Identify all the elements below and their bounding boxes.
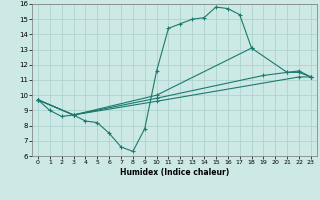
X-axis label: Humidex (Indice chaleur): Humidex (Indice chaleur) <box>120 168 229 177</box>
